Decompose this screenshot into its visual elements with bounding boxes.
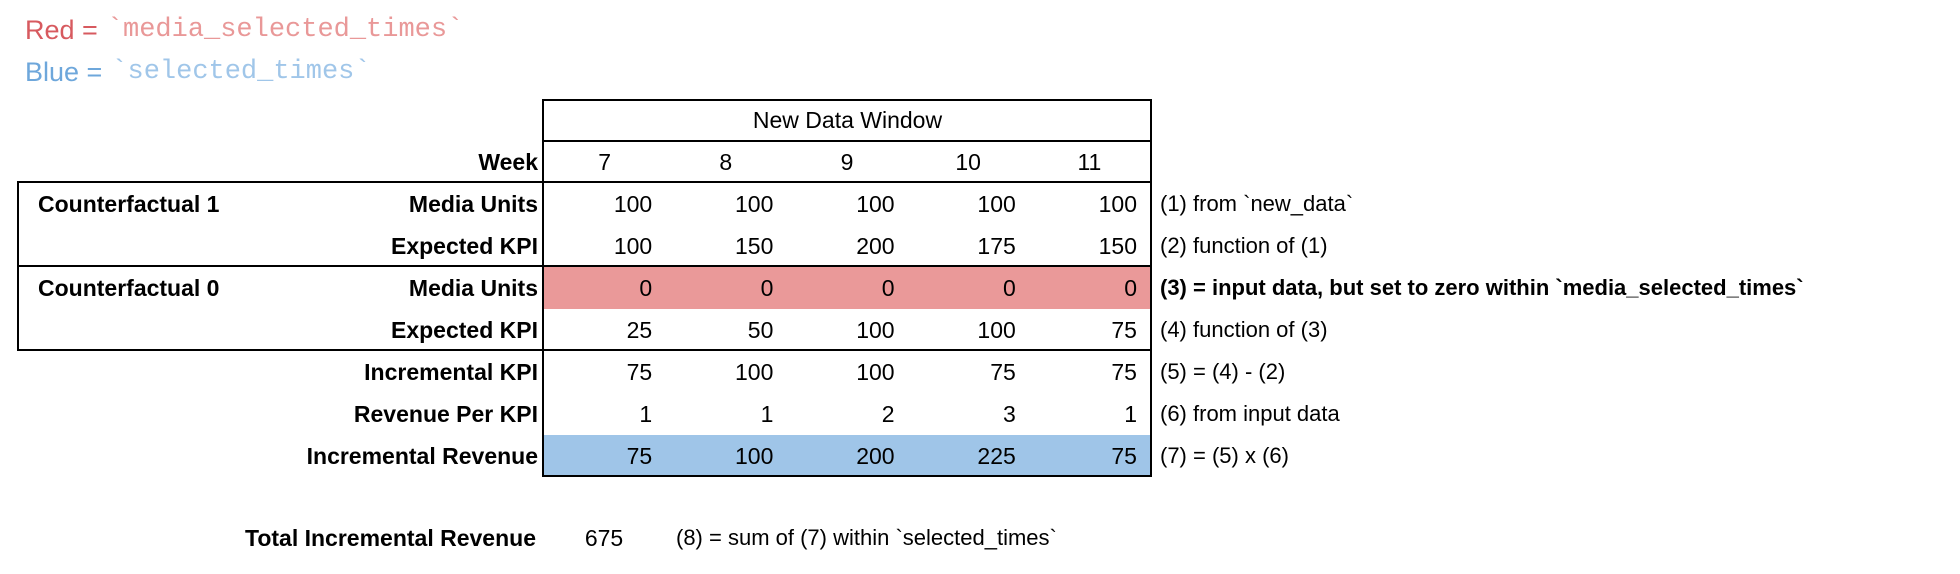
table-bottom-border: [542, 475, 1152, 477]
table-cell: 150: [1098, 232, 1137, 259]
table-cell: 75: [1111, 316, 1137, 343]
table-cell: 2: [881, 400, 895, 427]
table-cell: 1: [760, 400, 774, 427]
legend-red-code: `media_selected_times`: [106, 15, 464, 45]
annotation-2: (2) function of (1): [1160, 233, 1328, 258]
annotation-8: (8) = sum of (7) within `selected_times`: [676, 525, 1057, 550]
table-cell: 100: [735, 358, 774, 385]
table-row-incremental-kpi: 75 100 100 75 75: [544, 351, 1150, 393]
new-data-window-header: New Data Window: [752, 107, 943, 133]
row-label-revenue-per-kpi: Revenue Per KPI: [353, 400, 538, 427]
table-cell: 100: [977, 190, 1016, 217]
legend-blue-line: Blue = `selected_times`: [25, 51, 371, 93]
row-label-expected-kpi-cf1: Expected KPI: [391, 232, 538, 259]
table-cell: 0: [1003, 274, 1016, 301]
table-row-expected-kpi-cf0: 25 50 100 100 75: [544, 309, 1150, 351]
table-right-border: [1150, 99, 1152, 477]
table-cell: 75: [626, 358, 653, 385]
legend-red-label: Red =: [25, 14, 98, 45]
table-cell: 100: [735, 442, 774, 469]
table-cell: 0: [639, 274, 653, 301]
table-cell: 100: [613, 232, 653, 259]
row-label-media-units-cf1: Media Units: [408, 190, 538, 217]
week-row-label: Week: [478, 149, 538, 175]
row-label-incremental-revenue: Incremental Revenue: [306, 442, 538, 469]
table-cell: 75: [990, 358, 1016, 385]
table-cell: 100: [1098, 190, 1137, 217]
total-incremental-revenue-value: 675: [584, 524, 624, 551]
red-highlight-row-fill: [544, 267, 1150, 309]
table-cell: 100: [735, 190, 774, 217]
week-cell: 9: [840, 149, 854, 175]
annotation-5: (5) = (4) - (2): [1160, 359, 1286, 384]
legend-blue-code: `selected_times`: [111, 57, 371, 87]
table-cell: 175: [977, 232, 1016, 259]
table-cell: 0: [881, 274, 895, 301]
row-label-incremental-kpi: Incremental KPI: [364, 358, 538, 385]
legend-red-line: Red = `media_selected_times`: [25, 9, 463, 51]
table-left-border: [542, 99, 544, 477]
table-row-media-units-cf1: 100 100 100 100 100: [544, 183, 1150, 225]
table-row-revenue-per-kpi: 1 1 2 3 1: [544, 393, 1150, 435]
table-cell: 1: [639, 400, 653, 427]
annotation-7: (7) = (5) x (6): [1160, 443, 1289, 468]
table-cell: 200: [856, 442, 895, 469]
table-cell: 225: [977, 442, 1016, 469]
table-cell: 75: [1111, 442, 1137, 469]
table-cell: 50: [747, 316, 774, 343]
table-row-expected-kpi-cf1: 100 150 200 175 150: [544, 225, 1150, 267]
table-cell: 0: [760, 274, 774, 301]
blue-highlight-row-fill: [544, 435, 1150, 477]
table-cell: 150: [735, 232, 774, 259]
legend-blue-label: Blue =: [25, 56, 103, 87]
week-cell: 8: [719, 149, 733, 175]
week-cell: 7: [598, 149, 611, 175]
table-cell: 25: [626, 316, 653, 343]
week-cell: 10: [955, 149, 981, 175]
table-cell: 200: [856, 232, 895, 259]
week-row: 7 8 9 10 11: [544, 142, 1150, 183]
annotation-1: (1) from `new_data`: [1160, 191, 1354, 216]
week-cell: 11: [1077, 149, 1102, 175]
table-cell: 75: [1111, 358, 1137, 385]
table-cell: 100: [613, 190, 653, 217]
table-cell: 100: [856, 358, 895, 385]
annotation-6: (6) from input data: [1160, 401, 1340, 426]
table-cell: 75: [626, 442, 653, 469]
table-row-media-units-cf0: 0 0 0 0 0: [544, 267, 1150, 309]
table-cell: 3: [1003, 400, 1016, 427]
table-cell: 100: [856, 190, 895, 217]
row-label-media-units-cf0: Media Units: [408, 274, 538, 301]
total-incremental-revenue-label: Total Incremental Revenue: [245, 524, 536, 551]
header-box-bottom-border: [542, 140, 1152, 142]
table-cell: 100: [977, 316, 1016, 343]
table-cell: 1: [1124, 400, 1137, 427]
annotation-3: (3) = input data, but set to zero within…: [1160, 275, 1804, 300]
counterfactual1-top-border: [17, 181, 1152, 183]
row-label-expected-kpi-cf0: Expected KPI: [391, 316, 538, 343]
label-box-left-border: [17, 181, 19, 351]
header-box-top-border: [542, 99, 1152, 101]
table-row-incremental-revenue: 75 100 200 225 75: [544, 435, 1150, 477]
table-cell: 100: [856, 316, 895, 343]
group-label-counterfactual-1: Counterfactual 1: [38, 190, 220, 217]
counterfactual-divider-border: [17, 265, 1152, 267]
annotation-4: (4) function of (3): [1160, 317, 1328, 342]
counterfactual0-bottom-border: [17, 349, 1152, 351]
table-cell: 0: [1124, 274, 1137, 301]
group-label-counterfactual-0: Counterfactual 0: [38, 274, 220, 301]
